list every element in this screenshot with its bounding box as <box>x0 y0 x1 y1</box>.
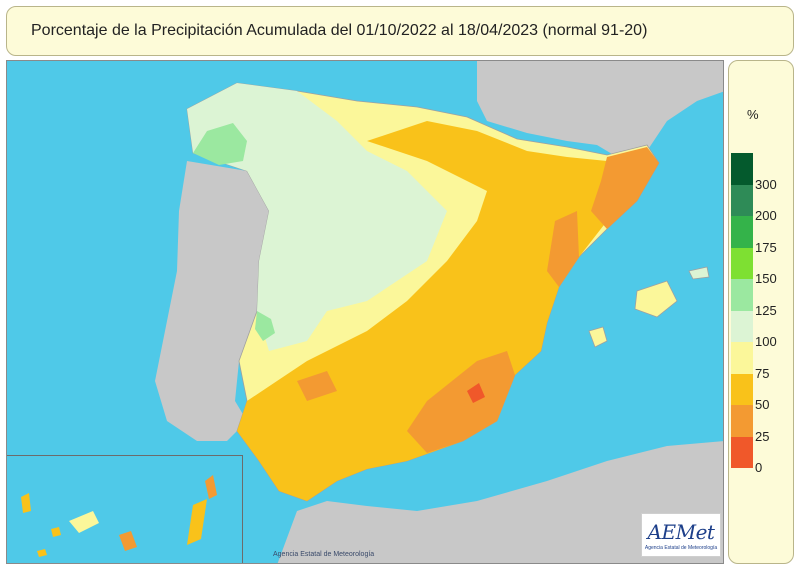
aemet-logo: AEMet Agencia Estatal de Meteorología <box>641 513 721 557</box>
portugal-land <box>155 161 269 441</box>
zone-50-75-south-east <box>237 121 627 501</box>
canary-gran-canaria <box>119 531 137 551</box>
map-svg <box>21 61 723 563</box>
zone-125-150-west <box>255 311 275 341</box>
legend-swatch-75 <box>731 342 753 374</box>
canary-la-palma <box>21 493 31 513</box>
legend-swatch-0 <box>731 436 753 468</box>
balearic-menorca <box>688 266 710 280</box>
legend-swatch-150 <box>731 247 753 279</box>
map-title-box: Porcentaje de la Precipitación Acumulada… <box>6 6 794 56</box>
legend-swatch-200 <box>731 184 753 216</box>
legend-label-25: 25 <box>755 428 770 444</box>
canary-lanzarote <box>205 475 217 499</box>
legend-swatch-100 <box>731 310 753 342</box>
aemet-logo-subtitle: Agencia Estatal de Meteorología <box>644 544 718 551</box>
canary-islands-inset <box>7 455 243 563</box>
africa-land <box>277 441 723 563</box>
precipitation-map[interactable]: Agencia Estatal de Meteorología AEMet Ag… <box>6 60 724 564</box>
legend-label-50: 50 <box>755 397 770 412</box>
canary-fuerteventura <box>187 499 207 545</box>
canary-el-hierro <box>37 549 47 557</box>
legend-label-100: 100 <box>755 334 777 349</box>
legend-label-175: 175 <box>755 239 777 255</box>
legend: % 300 200 175 150 125 100 75 50 25 0 <box>728 60 794 564</box>
legend-swatch-300 <box>731 153 753 185</box>
legend-swatch-25 <box>731 405 753 437</box>
legend-swatch-125 <box>731 279 753 311</box>
legend-label-0: 0 <box>755 460 763 475</box>
legend-label-125: 125 <box>755 302 777 318</box>
legend-swatch-50 <box>731 373 753 405</box>
legend-label-75: 75 <box>755 365 770 381</box>
map-title: Porcentaje de la Precipitación Acumulada… <box>31 22 648 39</box>
zone-25-50-catalonia <box>591 147 659 229</box>
legend-swatch-175 <box>731 216 753 248</box>
zone-25-50-valencia <box>547 211 579 287</box>
zone-100-125-west <box>187 83 447 351</box>
zone-125-150-galicia <box>193 123 247 165</box>
aemet-logo-mark: AEMet <box>647 519 715 544</box>
balearic-mallorca <box>634 280 678 318</box>
canary-tenerife <box>69 511 99 533</box>
zone-25-50-andalusia <box>297 371 337 401</box>
canary-la-gomera <box>51 527 61 537</box>
balearic-ibiza <box>588 326 608 348</box>
map-credit: Agencia Estatal de Meteorología <box>273 551 375 558</box>
zone-0-25-murcia <box>467 383 485 403</box>
legend-unit: % <box>747 107 759 122</box>
france-land <box>477 61 723 157</box>
legend-label-300: 300 <box>755 176 777 192</box>
legend-label-200: 200 <box>755 208 777 223</box>
legend-color-bar: 300 200 175 150 125 100 75 50 25 0 <box>731 153 777 475</box>
zone-25-50-southeast <box>407 351 515 453</box>
legend-label-150: 150 <box>755 271 777 286</box>
